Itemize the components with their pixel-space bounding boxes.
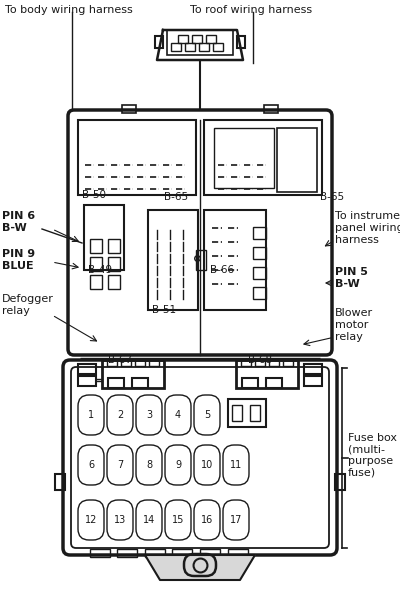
Bar bbox=[255, 360, 265, 366]
Text: 3: 3 bbox=[146, 410, 152, 420]
Bar bbox=[102, 360, 164, 388]
Text: 17: 17 bbox=[230, 515, 242, 525]
Text: PIN 5
B-W: PIN 5 B-W bbox=[335, 267, 368, 289]
Text: PIN 9
BLUE: PIN 9 BLUE bbox=[2, 249, 35, 271]
Text: 10: 10 bbox=[201, 460, 213, 470]
Bar bbox=[253, 287, 266, 299]
Bar bbox=[192, 35, 202, 43]
Bar bbox=[200, 549, 220, 557]
Text: 7: 7 bbox=[117, 460, 123, 470]
Text: B-51: B-51 bbox=[152, 305, 176, 315]
Bar bbox=[250, 405, 260, 421]
Text: 1: 1 bbox=[88, 410, 94, 420]
Text: To instrument
panel wiring
harness: To instrument panel wiring harness bbox=[335, 212, 400, 245]
Bar bbox=[204, 120, 322, 195]
Bar bbox=[78, 364, 96, 374]
Bar bbox=[236, 360, 298, 388]
Text: 13: 13 bbox=[114, 515, 126, 525]
Bar bbox=[185, 43, 195, 51]
Text: 5: 5 bbox=[204, 410, 210, 420]
Bar bbox=[90, 239, 102, 253]
Bar bbox=[253, 227, 266, 239]
Bar bbox=[107, 360, 117, 366]
Bar bbox=[283, 360, 293, 366]
Text: To body wiring harness: To body wiring harness bbox=[5, 5, 133, 15]
Bar bbox=[242, 378, 258, 388]
Bar bbox=[237, 36, 245, 48]
Bar bbox=[78, 376, 96, 386]
Bar bbox=[213, 43, 223, 51]
Bar bbox=[264, 105, 278, 113]
Text: 16: 16 bbox=[201, 515, 213, 525]
Bar bbox=[149, 360, 159, 366]
Text: To roof wiring harness: To roof wiring harness bbox=[190, 5, 312, 15]
Bar bbox=[121, 360, 131, 366]
Text: 11: 11 bbox=[230, 460, 242, 470]
Text: PIN 6
B-W: PIN 6 B-W bbox=[2, 211, 35, 233]
Bar bbox=[269, 360, 279, 366]
Text: 8: 8 bbox=[146, 460, 152, 470]
Bar bbox=[167, 30, 233, 55]
Bar bbox=[108, 275, 120, 289]
Text: B-66: B-66 bbox=[210, 265, 234, 275]
Bar bbox=[232, 405, 242, 421]
Bar bbox=[228, 399, 266, 427]
Text: Defogger
relay: Defogger relay bbox=[2, 294, 54, 316]
Polygon shape bbox=[145, 555, 255, 580]
Bar bbox=[196, 250, 206, 270]
Bar bbox=[78, 120, 196, 195]
Bar bbox=[253, 247, 266, 259]
Bar bbox=[122, 105, 136, 113]
Bar bbox=[199, 43, 209, 51]
Text: B-68: B-68 bbox=[248, 355, 272, 365]
Bar bbox=[228, 549, 248, 557]
Text: B-49: B-49 bbox=[88, 265, 112, 275]
Bar bbox=[135, 360, 145, 366]
Bar bbox=[172, 549, 192, 557]
Bar bbox=[266, 378, 282, 388]
Bar bbox=[204, 210, 266, 310]
Bar bbox=[90, 549, 110, 557]
Text: B-65: B-65 bbox=[164, 192, 188, 202]
Text: 4: 4 bbox=[175, 410, 181, 420]
Bar bbox=[55, 474, 65, 490]
Bar bbox=[155, 36, 163, 48]
Bar bbox=[206, 35, 216, 43]
Bar bbox=[148, 210, 198, 310]
Bar bbox=[241, 360, 251, 366]
Bar bbox=[84, 205, 124, 270]
Text: B-67: B-67 bbox=[108, 355, 132, 365]
Bar bbox=[304, 364, 322, 374]
Bar bbox=[108, 257, 120, 271]
Text: 12: 12 bbox=[85, 515, 97, 525]
Bar bbox=[108, 239, 120, 253]
Bar bbox=[253, 267, 266, 279]
Text: 2: 2 bbox=[117, 410, 123, 420]
Bar bbox=[90, 275, 102, 289]
Bar bbox=[171, 43, 181, 51]
Text: 6: 6 bbox=[88, 460, 94, 470]
Bar bbox=[108, 378, 124, 388]
Bar bbox=[277, 128, 317, 192]
Bar bbox=[90, 257, 102, 271]
Text: 14: 14 bbox=[143, 515, 155, 525]
Bar bbox=[335, 474, 345, 490]
Text: Fuse box
(multi-
purpose
fuse): Fuse box (multi- purpose fuse) bbox=[348, 433, 397, 478]
Bar bbox=[304, 376, 322, 386]
Bar bbox=[132, 378, 148, 388]
Bar bbox=[178, 35, 188, 43]
Text: 15: 15 bbox=[172, 515, 184, 525]
Text: 9: 9 bbox=[175, 460, 181, 470]
Text: B-50: B-50 bbox=[82, 190, 106, 200]
Text: Blower
motor
relay: Blower motor relay bbox=[335, 309, 373, 342]
Text: B-65: B-65 bbox=[320, 192, 344, 202]
Bar bbox=[145, 549, 165, 557]
Bar bbox=[214, 128, 274, 188]
Bar bbox=[117, 549, 137, 557]
